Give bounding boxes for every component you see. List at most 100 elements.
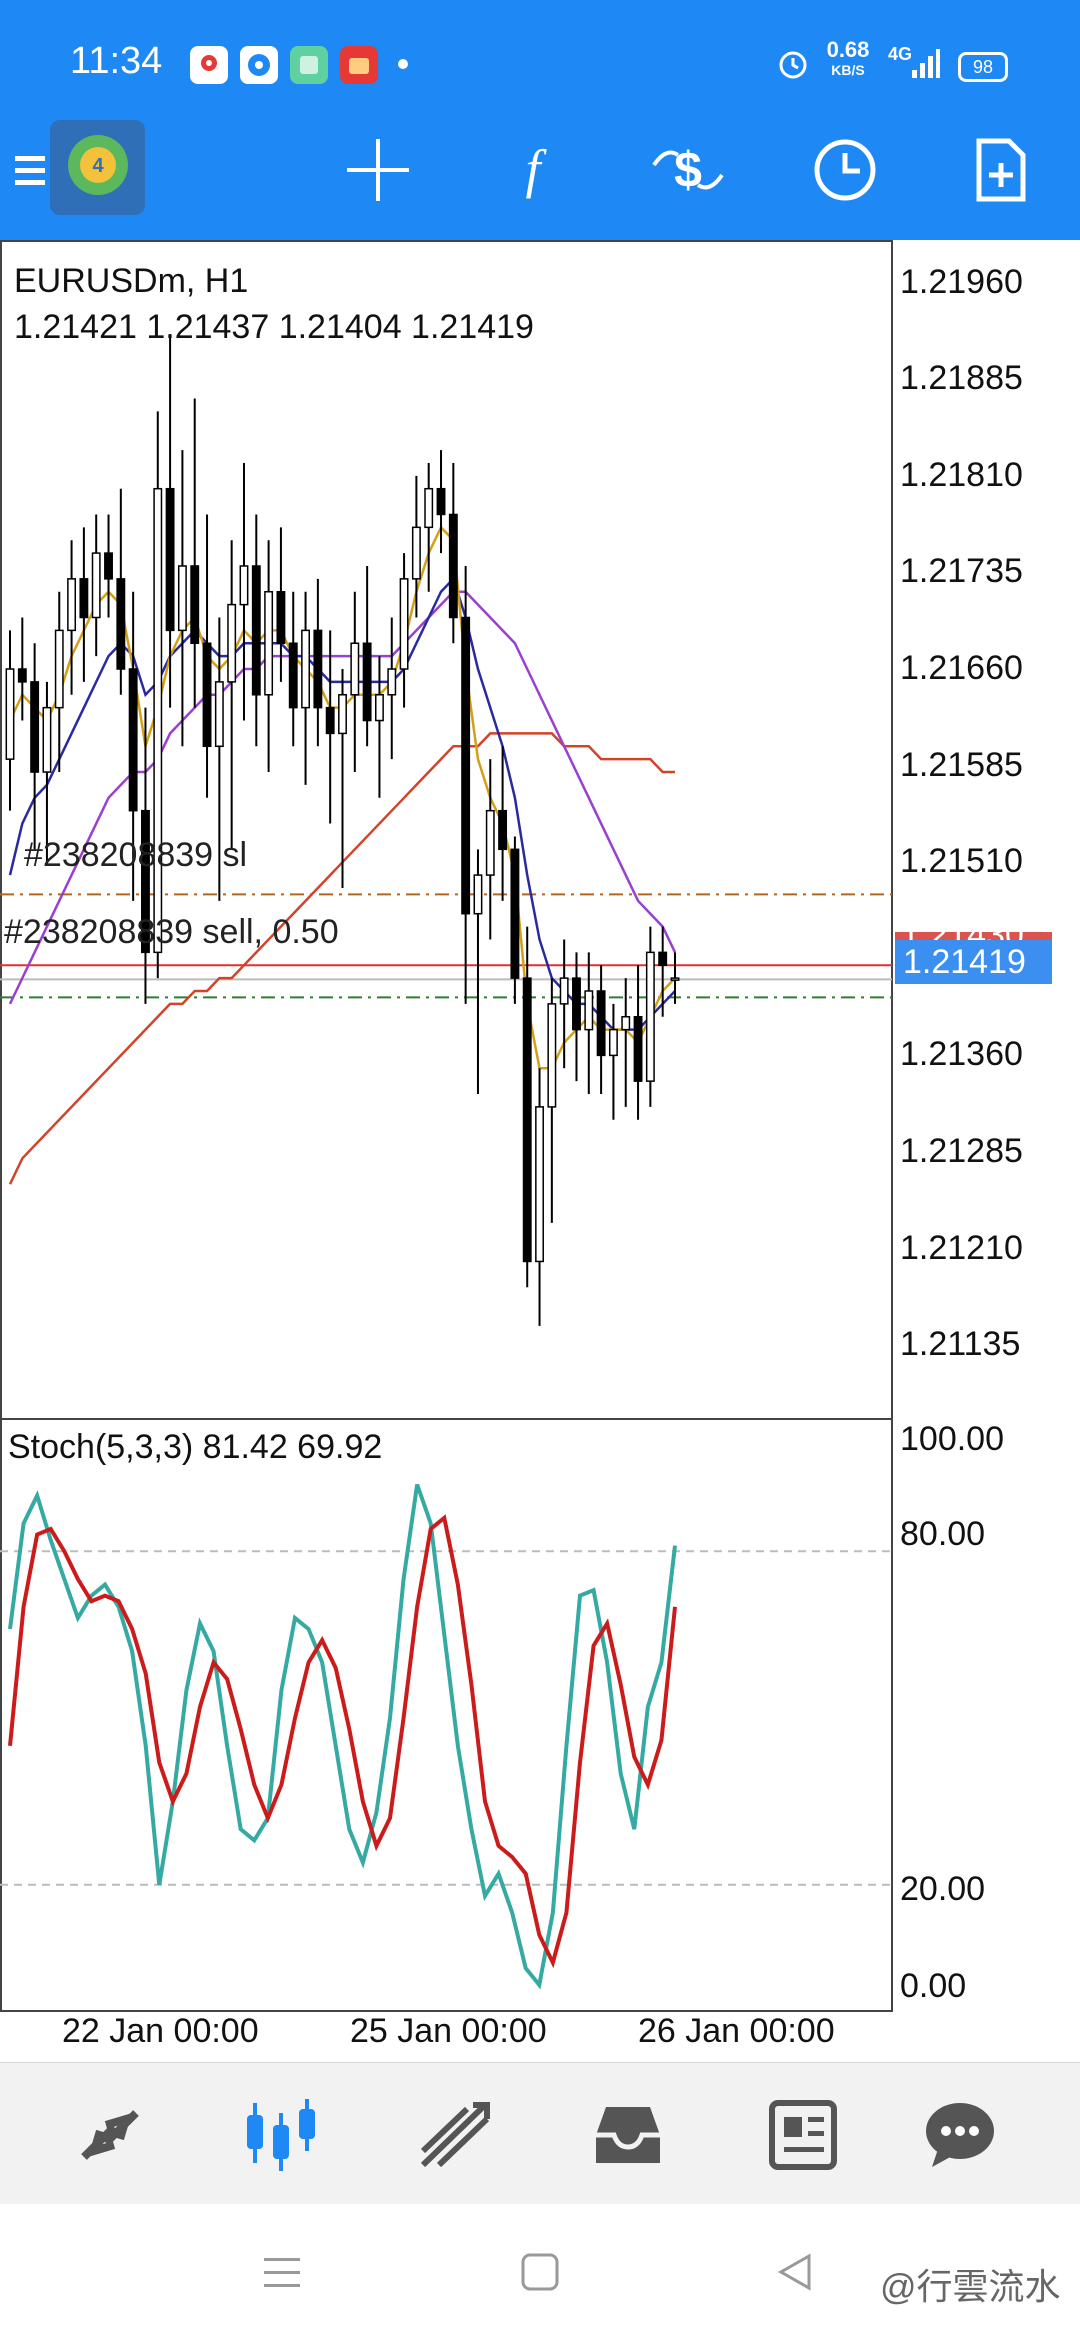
candle-body [153,487,163,954]
time-label-26jan: 26 Jan 00:00 [638,2012,835,2050]
svg-text:$: $ [674,142,702,198]
candle-body [670,977,680,981]
price-axis-label: 1.21735 [900,552,1023,591]
time-label-25jan: 25 Jan 00:00 [350,2012,547,2050]
candle-body [301,629,311,709]
chart-area[interactable]: EURUSDm, H1 1.21421 1.21437 1.21404 1.21… [0,240,1080,2060]
quotes-icon[interactable] [60,2085,160,2185]
candle-body [54,629,64,709]
price-axis-label: 1.21135 [900,1325,1021,1364]
gallery-icon [290,46,328,84]
candle-body [436,487,446,516]
music-icon [240,46,278,84]
notification-dot [398,59,408,69]
candle-body [424,487,434,529]
status-bar: 11:34 0.68 KB/S 4G 98 [0,0,1080,100]
candle-body [338,694,347,735]
candle-body [42,706,52,773]
candle-body [141,809,150,954]
new-order-icon[interactable] [955,125,1045,215]
trade-tab-icon[interactable] [405,2085,505,2185]
candle-body [104,552,113,580]
stoch-signal-line [8,1514,677,1969]
candle-body [239,565,249,606]
bottom-nav [0,2062,1080,2205]
back-icon[interactable] [775,2252,815,2297]
candle-body [473,874,483,915]
candle-body [510,848,520,979]
candle-body [461,616,471,915]
candle-body [67,578,77,632]
app-toolbar [0,100,1080,240]
candle-body [596,990,606,1057]
price-chart[interactable] [0,240,1080,2060]
candle-body [658,951,668,966]
menu-icon[interactable] [0,125,70,215]
status-time: 11:34 [70,40,163,82]
price-axis-label: 1.21585 [900,745,1023,784]
stoch-axis-0: 0.00 [900,1967,967,2005]
maps-icon [190,46,228,84]
ma-slow-line [8,590,677,1005]
candle-body [559,977,569,1005]
time-label-22jan: 22 Jan 00:00 [62,2012,259,2050]
sl-label: #238208839 sl [24,836,248,874]
candle-body [584,990,594,1031]
recents-icon[interactable] [262,2252,302,2297]
candle-body [362,642,372,722]
candle-body [128,668,138,812]
candle-body [621,1015,631,1031]
chart-symbol: EURUSDm, H1 [14,262,249,300]
watermark-text: @行雲流水 [880,2266,1061,2307]
alarm-icon [775,46,811,87]
app-logo[interactable]: 4 [50,120,145,215]
speed-value: 0.68 [826,37,870,62]
price-axis-label: 1.21285 [900,1131,1023,1170]
candle-body [448,513,458,619]
signal-icon [910,46,940,85]
candle-body [572,977,581,1031]
chart-ohlc: 1.21421 1.21437 1.21404 1.21419 [14,308,534,346]
price-axis-label: 1.21660 [900,649,1023,687]
chat-icon[interactable] [910,2085,1010,2185]
network-speed: 0.68 KB/S [822,37,874,80]
crosshair-icon[interactable] [333,125,423,215]
speed-unit: KB/S [831,62,865,78]
candle-body [498,809,508,851]
candle-body [387,668,397,696]
candle-body [608,1028,618,1057]
history-icon[interactable] [578,2085,678,2185]
candle-body [116,578,126,670]
current-price-label: 1.21419 [903,943,1026,981]
candle-body [350,642,360,696]
candle-body [5,668,15,760]
candle-body [202,642,212,748]
candle-body [79,578,89,619]
stoch-axis-100: 100.00 [900,1420,1004,1458]
candle-body [17,668,27,683]
candle-body [288,642,298,709]
current-price-tag: 1.21419 [895,940,1052,984]
period-icon[interactable] [800,125,890,215]
price-axis-label: 1.21885 [900,359,1023,398]
candle-body [313,629,323,709]
trade-icon[interactable]: $ [643,125,733,215]
candle-body [165,487,175,632]
candle-body [399,578,409,670]
news-icon[interactable] [752,2085,852,2185]
order-label[interactable]: #238208839 sell, 0.50 [4,913,339,951]
candle-body [485,809,495,876]
charts-icon[interactable] [230,2085,330,2185]
indicators-icon[interactable]: f [488,125,578,215]
candle-body [633,1015,643,1082]
candle-body [645,951,655,1082]
svg-text:f: f [525,139,547,199]
candle-body [547,1003,557,1108]
stoch-axis-80: 80.00 [900,1515,986,1553]
candle-body [264,590,274,696]
home-icon[interactable] [520,2252,560,2297]
candle-body [325,706,335,735]
candle-body [522,977,532,1263]
price-axis-label: 1.21360 [900,1035,1023,1074]
candle-body [276,590,286,645]
